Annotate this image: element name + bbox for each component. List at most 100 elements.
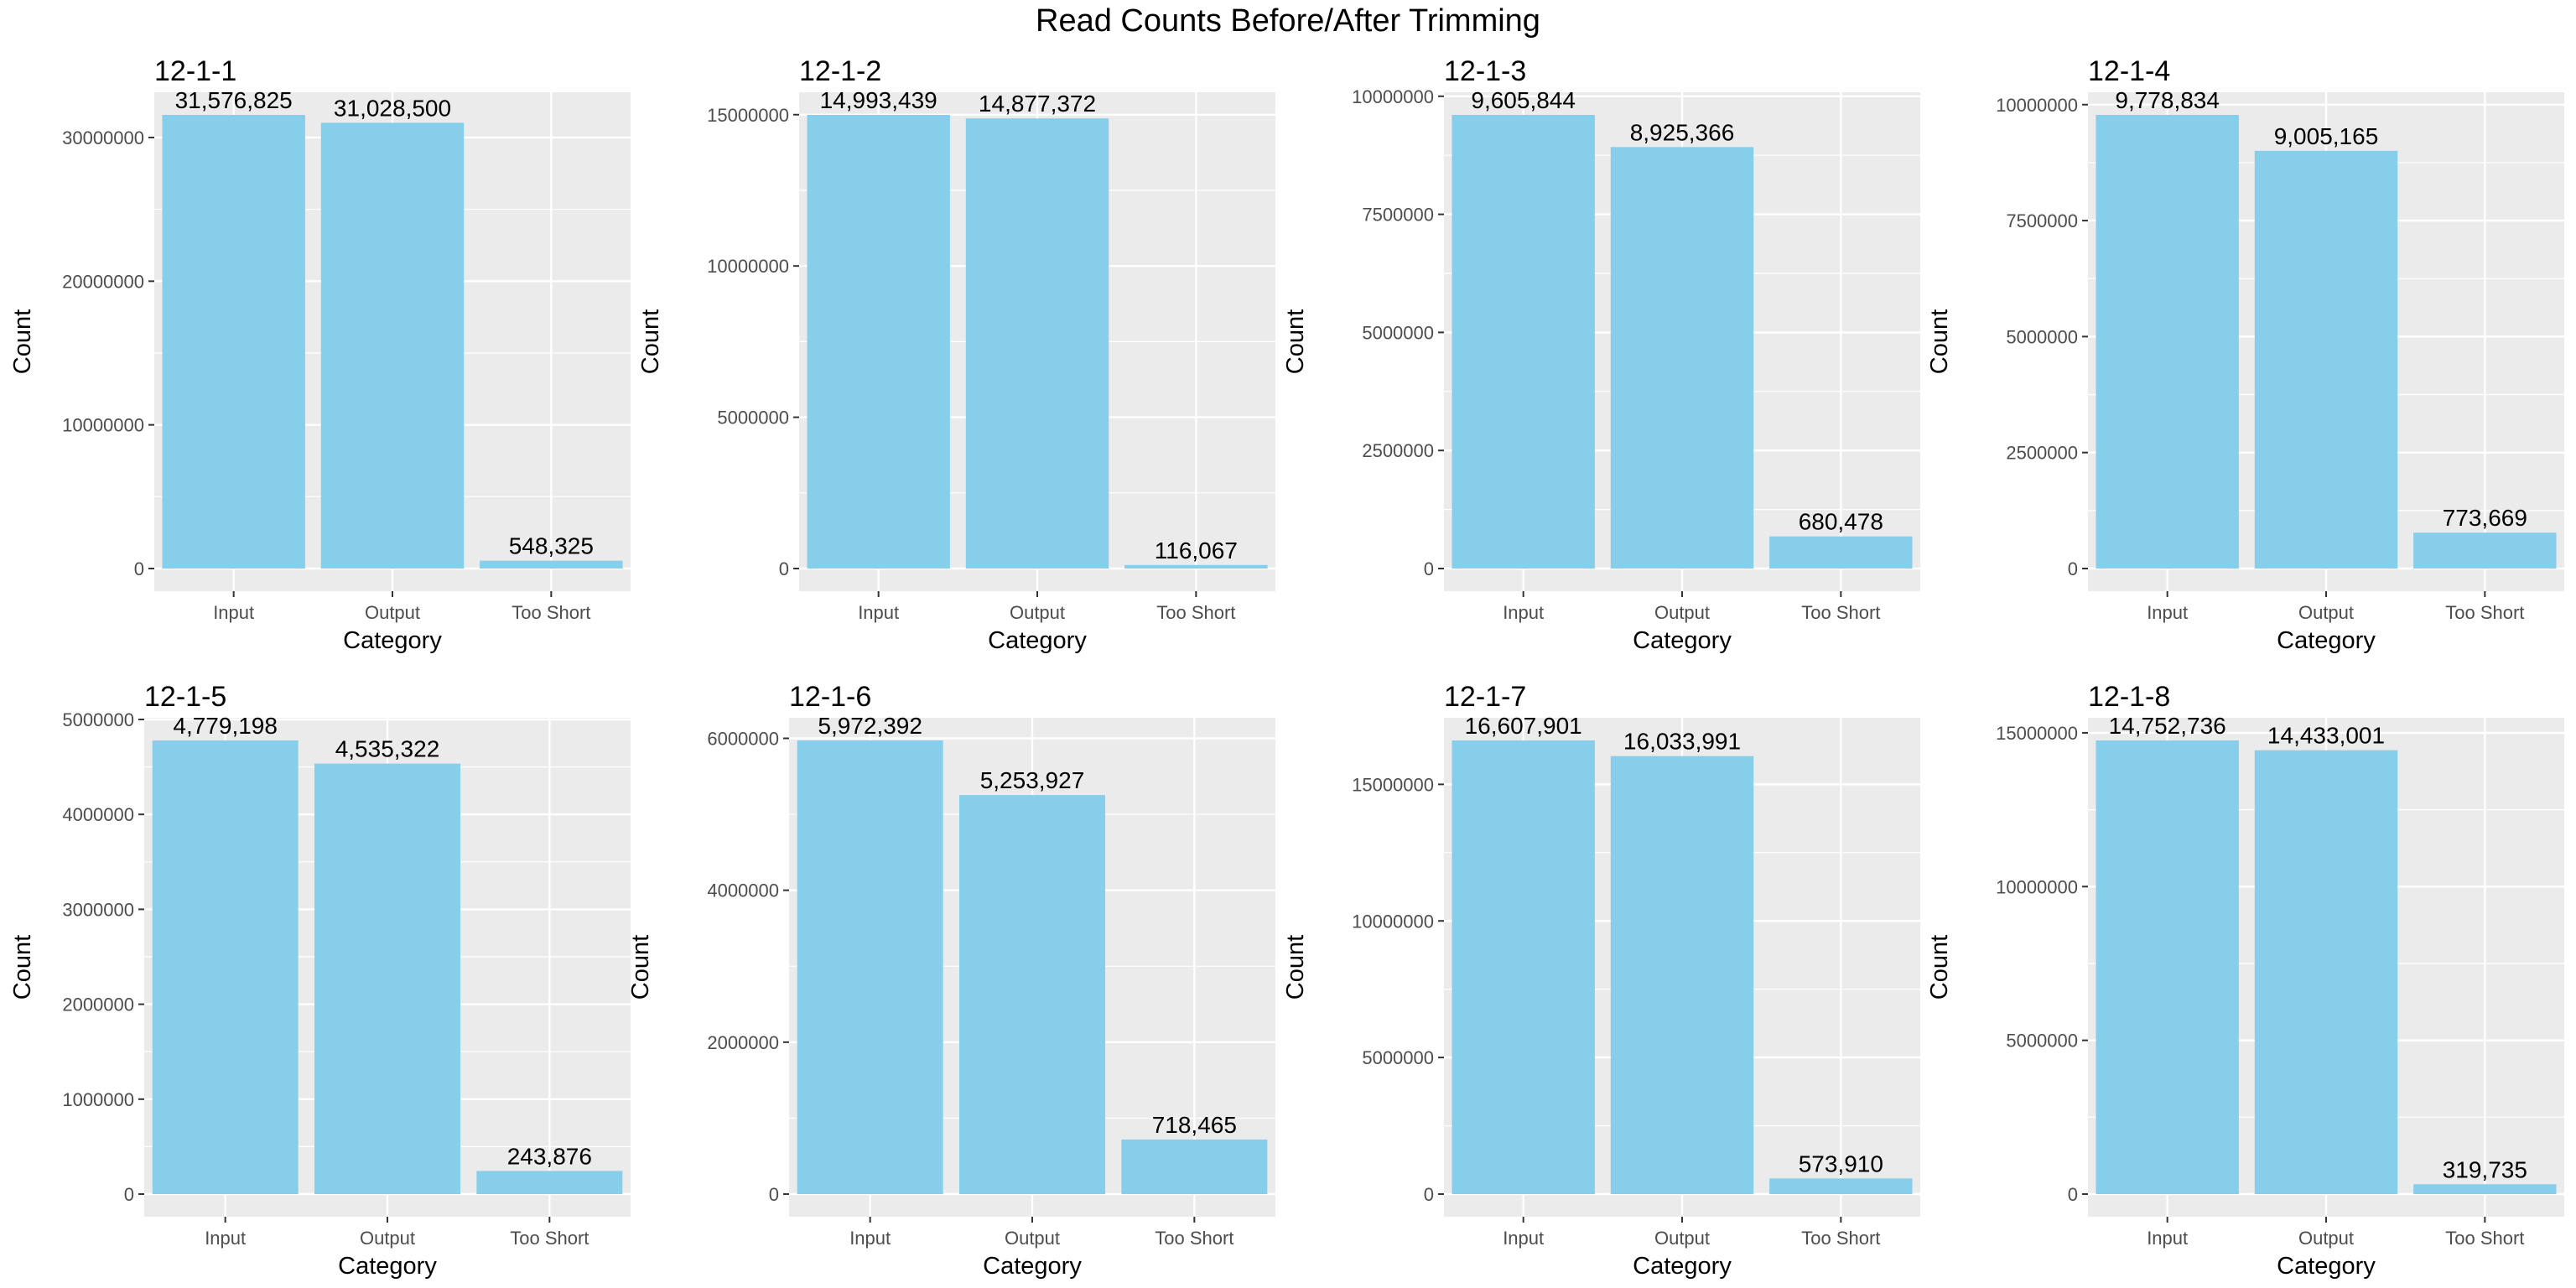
y-tick-label: 0 xyxy=(1424,558,1434,579)
y-tick-label: 5000000 xyxy=(717,408,789,428)
bar-value-label: 718,465 xyxy=(1152,1112,1237,1138)
x-tick-label: Input xyxy=(858,602,899,623)
bar-value-label: 116,067 xyxy=(1155,538,1238,564)
x-tick-label: Input xyxy=(1503,602,1544,623)
y-tick-label: 20000000 xyxy=(62,271,144,292)
y-tick-label: 0 xyxy=(2068,1184,2078,1205)
bar xyxy=(1610,147,1754,569)
x-axis-title: Category xyxy=(988,627,1087,654)
x-tick-label: Too Short xyxy=(1801,1228,1880,1249)
y-axis-title: Count xyxy=(1282,935,1309,1000)
bar-value-label: 548,325 xyxy=(509,533,594,559)
x-axis-title: Category xyxy=(338,1253,437,1280)
bar xyxy=(807,115,950,569)
bar xyxy=(1769,536,1913,569)
bar xyxy=(1452,740,1595,1194)
x-axis-title: Category xyxy=(1633,627,1732,654)
bar xyxy=(1610,756,1754,1194)
bar-value-label: 8,925,366 xyxy=(1630,119,1735,145)
bar-value-label: 14,993,439 xyxy=(820,87,937,113)
x-tick-label: Output xyxy=(2298,1228,2354,1249)
bar-value-label: 31,576,825 xyxy=(175,87,293,113)
bar xyxy=(2096,115,2239,569)
y-tick-label: 0 xyxy=(2068,558,2078,579)
panel-title: 12-1-5 xyxy=(144,681,226,713)
bar xyxy=(476,1171,623,1194)
bar xyxy=(965,118,1109,569)
bar-value-label: 9,778,834 xyxy=(2115,87,2220,113)
y-tick-label: 15000000 xyxy=(707,105,789,126)
x-tick-label: Input xyxy=(2147,602,2188,623)
y-axis-title: Count xyxy=(637,309,664,374)
bar-value-label: 9,605,844 xyxy=(1471,87,1576,113)
x-axis-title: Category xyxy=(983,1253,1082,1280)
x-tick-label: Too Short xyxy=(2445,1228,2524,1249)
bar xyxy=(2254,150,2398,569)
x-axis-title: Category xyxy=(2277,627,2376,654)
y-tick-label: 5000000 xyxy=(62,709,134,730)
x-tick-label: Too Short xyxy=(512,602,590,623)
panel-title: 12-1-6 xyxy=(789,681,871,713)
y-tick-label: 10000000 xyxy=(1996,95,2078,116)
x-tick-label: Input xyxy=(849,1228,891,1249)
y-tick-label: 4000000 xyxy=(62,804,134,825)
bar xyxy=(797,740,943,1194)
bar xyxy=(1769,1178,1913,1194)
bar xyxy=(2413,1184,2557,1194)
bar-value-label: 243,876 xyxy=(507,1143,592,1169)
y-axis-title: Count xyxy=(9,309,36,374)
y-tick-label: 0 xyxy=(134,558,144,579)
x-tick-label: Input xyxy=(1503,1228,1544,1249)
y-tick-label: 0 xyxy=(769,1184,779,1205)
x-tick-label: Output xyxy=(1005,1228,1060,1249)
bar-value-label: 4,779,198 xyxy=(173,713,278,739)
y-axis-title: Count xyxy=(1926,935,1953,1000)
bar-value-label: 16,607,901 xyxy=(1465,713,1582,739)
y-axis-title: Count xyxy=(1282,309,1309,374)
y-tick-label: 2000000 xyxy=(62,995,134,1015)
y-tick-label: 10000000 xyxy=(1352,86,1434,107)
x-tick-label: Too Short xyxy=(2445,602,2524,623)
y-tick-label: 2000000 xyxy=(707,1032,779,1053)
bar-value-label: 14,433,001 xyxy=(2267,723,2385,749)
x-tick-label: Output xyxy=(1654,602,1710,623)
y-axis-title: Count xyxy=(627,935,654,1000)
bar-value-label: 14,877,372 xyxy=(979,91,1096,117)
x-tick-label: Output xyxy=(2298,602,2354,623)
y-tick-label: 5000000 xyxy=(1362,1047,1434,1068)
x-tick-label: Too Short xyxy=(510,1228,589,1249)
panel-title: 12-1-3 xyxy=(1444,55,1526,87)
bar-value-label: 319,735 xyxy=(2443,1156,2527,1182)
x-tick-label: Input xyxy=(205,1228,246,1249)
y-tick-label: 6000000 xyxy=(707,728,779,749)
bar xyxy=(2413,532,2557,569)
bar-value-label: 16,033,991 xyxy=(1623,729,1741,755)
bar xyxy=(959,795,1105,1194)
figure-title: Read Counts Before/After Trimming xyxy=(1036,3,1540,39)
y-tick-label: 0 xyxy=(1424,1184,1434,1205)
y-tick-label: 10000000 xyxy=(62,415,144,436)
y-tick-label: 7500000 xyxy=(1362,205,1434,226)
y-tick-label: 5000000 xyxy=(1362,322,1434,343)
y-tick-label: 5000000 xyxy=(2006,326,2078,347)
bar-value-label: 573,910 xyxy=(1799,1150,1883,1176)
y-axis-title: Count xyxy=(9,935,36,1000)
y-tick-label: 0 xyxy=(779,558,789,579)
bar xyxy=(2096,740,2239,1194)
bar xyxy=(314,763,460,1194)
bar-value-label: 9,005,165 xyxy=(2274,123,2379,149)
y-tick-label: 30000000 xyxy=(62,127,144,148)
bar-value-label: 5,972,392 xyxy=(818,713,922,739)
bar-value-label: 680,478 xyxy=(1799,509,1883,535)
bar xyxy=(1124,564,1268,569)
x-axis-title: Category xyxy=(2277,1253,2376,1280)
y-tick-label: 15000000 xyxy=(1996,723,2078,744)
x-tick-label: Input xyxy=(2147,1228,2188,1249)
bar xyxy=(2254,750,2398,1194)
y-tick-label: 10000000 xyxy=(707,256,789,277)
panel-title: 12-1-2 xyxy=(799,55,881,87)
x-tick-label: Too Short xyxy=(1801,602,1880,623)
bar xyxy=(1452,115,1595,569)
